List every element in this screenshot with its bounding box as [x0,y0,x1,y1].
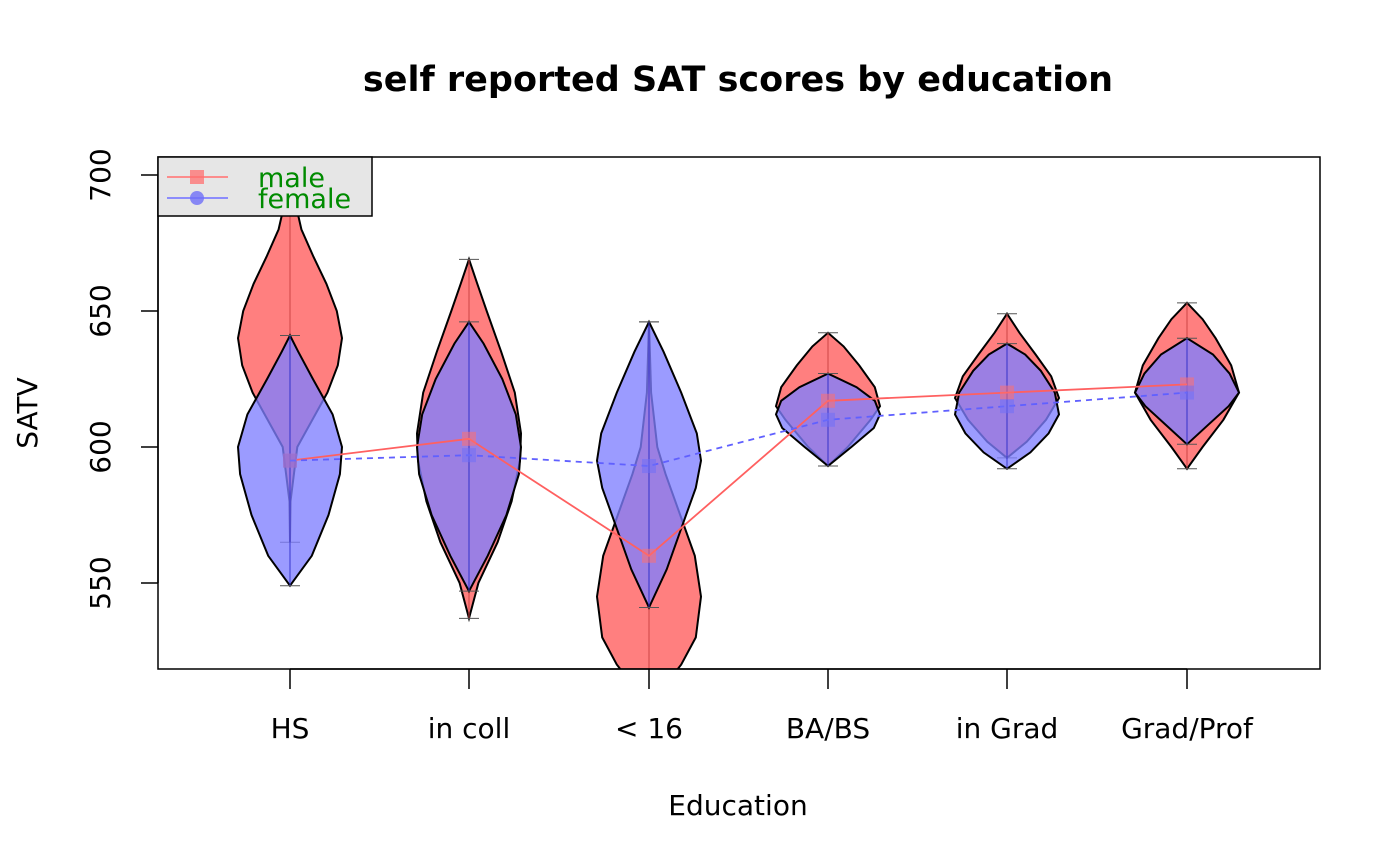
legend-marker-female [190,191,204,205]
plot-area [236,157,1241,669]
chart-title: self reported SAT scores by education [363,60,1113,100]
y-tick-label-1: 600 [84,420,117,473]
legend-label-female: female [258,184,351,215]
y-axis: 550 600 650 700 [84,148,159,610]
y-tick-label-3: 700 [84,148,117,201]
mean-point-male-2 [642,548,656,563]
x-tick-label-3: BA/BS [786,712,870,745]
mean-point-female-3 [821,412,835,427]
violin-group-female [236,319,1241,610]
x-tick-label-0: HS [271,712,310,745]
x-axis-label: Education [668,789,807,822]
mean-point-female-5 [1180,385,1194,400]
mean-point-female-1 [462,448,476,463]
mean-line-female [289,391,1188,467]
legend-marker-male [190,170,204,184]
means-female [283,385,1194,474]
mean-point-male-3 [821,393,835,408]
mean-point-male-1 [462,431,476,446]
mean-point-female-2 [642,459,656,474]
y-axis-label: SATV [11,377,44,449]
x-tick-label-5: Grad/Prof [1121,712,1254,745]
mean-line-male [289,383,1188,557]
y-tick-label-2: 650 [84,284,117,337]
legend-label-male: male [258,163,325,194]
x-tick-label-1: in coll [428,712,511,745]
y-tick-label-0: 550 [84,556,117,609]
mean-point-male-4 [1000,385,1014,400]
x-tick-label-4: in Grad [956,712,1059,745]
x-axis: HS in coll < 16 BA/BS in Grad Grad/Prof [271,668,1254,745]
x-tick-label-2: < 16 [615,712,683,745]
mean-point-female-4 [1000,399,1014,414]
mean-point-female-0 [283,453,297,468]
legend-box [157,156,373,217]
violin-group-male [236,157,1241,669]
